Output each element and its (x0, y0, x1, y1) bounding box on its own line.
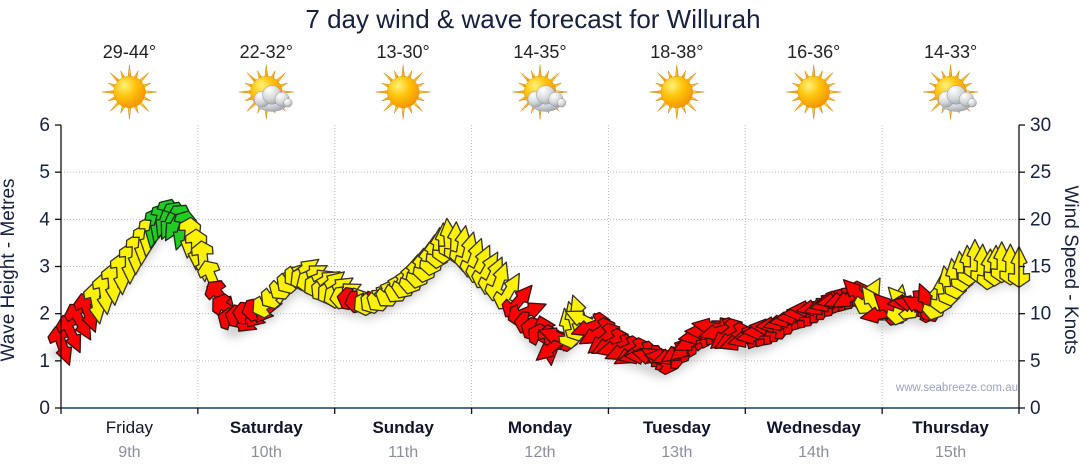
svg-text:6: 6 (39, 115, 50, 136)
svg-text:4: 4 (39, 209, 50, 230)
svg-text:5: 5 (39, 162, 50, 183)
svg-text:20: 20 (1030, 209, 1051, 230)
svg-text:15th: 15th (935, 444, 966, 461)
svg-text:Friday: Friday (106, 418, 154, 437)
svg-text:1: 1 (39, 351, 50, 372)
svg-text:10: 10 (1030, 304, 1051, 325)
svg-text:2: 2 (39, 304, 50, 325)
svg-text:0: 0 (39, 398, 50, 419)
svg-text:0: 0 (1030, 398, 1041, 419)
svg-text:www.seabreeze.com.au: www.seabreeze.com.au (895, 382, 1018, 394)
svg-text:3: 3 (39, 257, 50, 278)
svg-text:25: 25 (1030, 162, 1051, 183)
svg-text:14-33°: 14-33° (924, 42, 977, 62)
svg-text:Thursday: Thursday (912, 418, 989, 437)
svg-text:10th: 10th (251, 444, 282, 461)
svg-text:12th: 12th (524, 444, 555, 461)
svg-text:Tuesday: Tuesday (643, 418, 711, 437)
svg-text:14th: 14th (798, 444, 829, 461)
svg-text:Saturday: Saturday (230, 418, 303, 437)
svg-text:15: 15 (1030, 257, 1051, 278)
svg-text:13-30°: 13-30° (377, 42, 430, 62)
svg-text:Wednesday: Wednesday (767, 418, 862, 437)
svg-text:30: 30 (1030, 115, 1051, 136)
svg-text:Wind Speed - Knots: Wind Speed - Knots (1060, 186, 1080, 355)
svg-text:29-44°: 29-44° (103, 42, 156, 62)
svg-text:9th: 9th (118, 444, 140, 461)
svg-text:5: 5 (1030, 351, 1041, 372)
svg-text:7 day wind & wave forecast for: 7 day wind & wave forecast for Willurah (305, 4, 760, 34)
svg-text:22-32°: 22-32° (240, 42, 293, 62)
svg-text:16-36°: 16-36° (787, 42, 840, 62)
svg-text:Wave Height - Metres: Wave Height - Metres (0, 178, 19, 361)
svg-text:18-38°: 18-38° (650, 42, 703, 62)
svg-text:Monday: Monday (508, 418, 573, 437)
svg-text:11th: 11th (388, 444, 418, 461)
svg-text:Sunday: Sunday (372, 418, 434, 437)
svg-text:14-35°: 14-35° (513, 42, 566, 62)
svg-text:13th: 13th (661, 444, 692, 461)
